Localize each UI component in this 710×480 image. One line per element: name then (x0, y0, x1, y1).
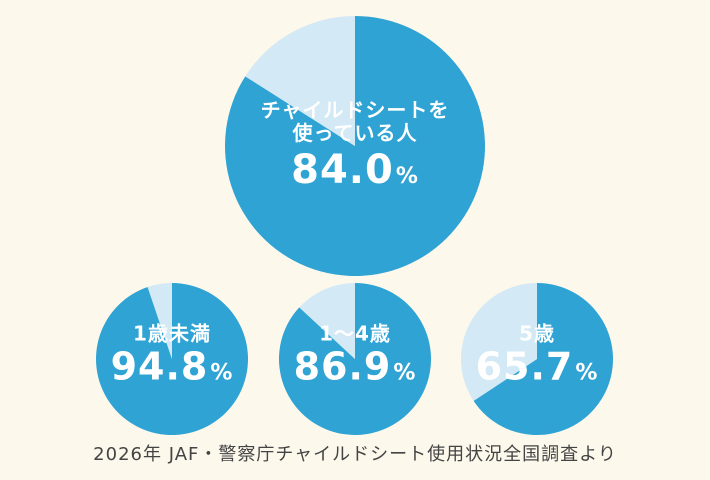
pie-5 (460, 283, 613, 436)
pie-slice-used (473, 283, 613, 436)
pie-title-line-2: 使っている人 (292, 121, 418, 145)
pie-value: 94.8% (110, 344, 234, 390)
pie-label-5: 5歳 65.7% (475, 321, 599, 390)
pie-slice-used (96, 283, 249, 436)
pie-slice-used (225, 16, 486, 276)
pie-label-total: チャイルドシートを 使っている人 84.0% (260, 98, 450, 194)
pie-title-line-1: 1歳未満 (133, 321, 211, 346)
pie-slice-used (278, 283, 431, 436)
pie-label-under-1: 1歳未満 94.8% (110, 321, 234, 390)
pie-slice-unused (299, 283, 355, 359)
pie-slice-unused (245, 16, 355, 146)
pie-value-unit: % (575, 360, 599, 386)
pie-1-4 (278, 283, 431, 436)
pie-title-line-1: 5歳 (519, 321, 555, 346)
pie-value: 65.7% (475, 344, 599, 390)
pie-value-number: 86.9 (293, 344, 392, 389)
pie-title-line-1: チャイルドシートを (260, 98, 450, 122)
pie-value: 84.0% (261, 147, 450, 193)
pie-value-number: 94.8 (110, 344, 209, 389)
pie-value: 86.9% (293, 344, 417, 390)
pie-value-number: 65.7 (475, 344, 574, 389)
pie-total (225, 16, 486, 276)
source-note: 2026年 JAF・警察庁チャイルドシート使用状況全国調査より (93, 444, 617, 465)
pie-slice-unused (147, 283, 172, 359)
pie-slice-unused (460, 283, 537, 401)
pie-value-number: 84.0 (291, 147, 394, 193)
pie-label-1-4: 1～4歳 86.9% (293, 321, 417, 390)
pie-value-unit: % (210, 360, 234, 386)
pie-under-1 (96, 283, 249, 436)
pie-title-line-1: 1～4歳 (319, 321, 391, 346)
pie-value-unit: % (393, 360, 417, 386)
pie-value-unit: % (395, 164, 419, 189)
